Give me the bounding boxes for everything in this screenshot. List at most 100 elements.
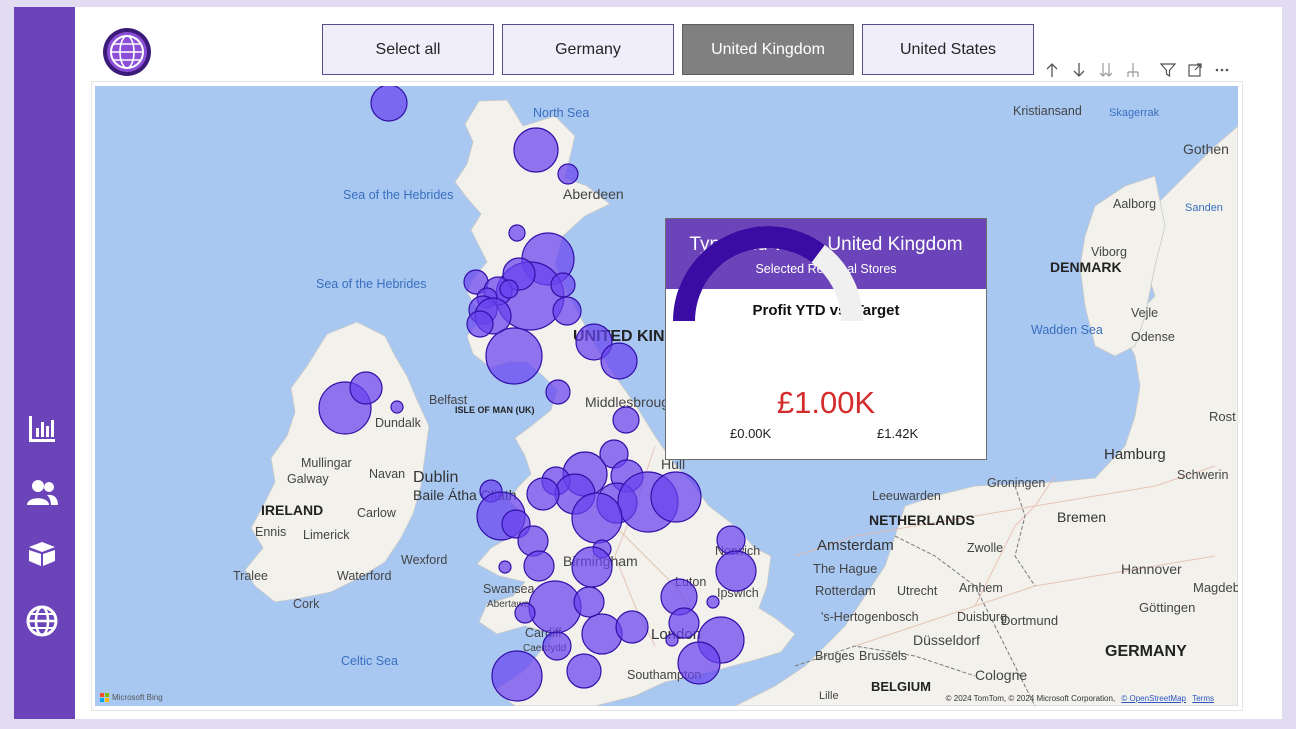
store-bubble[interactable] bbox=[390, 400, 404, 414]
store-bubble[interactable] bbox=[716, 525, 746, 555]
label-kristiansand: Kristiansand bbox=[1013, 104, 1082, 118]
store-bubble[interactable] bbox=[514, 602, 536, 624]
label-ireland: IRELAND bbox=[261, 502, 323, 518]
gauge-fill bbox=[673, 226, 825, 321]
label-dublin: Dublin bbox=[413, 469, 458, 486]
store-bubble[interactable] bbox=[571, 492, 623, 544]
expand-hierarchy-icon[interactable] bbox=[1124, 61, 1142, 79]
label-dusseldorf: Düsseldorf bbox=[913, 632, 980, 648]
label-ennis: Ennis bbox=[255, 525, 286, 539]
store-bubble[interactable] bbox=[545, 379, 571, 405]
store-bubble[interactable] bbox=[552, 296, 582, 326]
store-bubble[interactable] bbox=[349, 371, 383, 405]
bar-chart-icon[interactable] bbox=[25, 412, 59, 446]
map-canvas[interactable]: North Sea Sea of the Hebrides Sea of the… bbox=[95, 86, 1238, 706]
store-bubble[interactable] bbox=[498, 560, 512, 574]
store-bubble[interactable] bbox=[523, 550, 555, 582]
globe-icon[interactable] bbox=[25, 604, 59, 638]
terms-link[interactable]: Terms bbox=[1192, 694, 1214, 703]
store-bubble[interactable] bbox=[706, 595, 720, 609]
label-belfast: Belfast bbox=[429, 393, 468, 407]
label-rotterdam: Rotterdam bbox=[815, 583, 876, 598]
label-sea-hebrides-1: Sea of the Hebrides bbox=[343, 188, 454, 202]
store-bubble[interactable] bbox=[557, 163, 579, 185]
store-bubble[interactable] bbox=[508, 224, 526, 242]
slicer-germany[interactable]: Germany bbox=[502, 24, 674, 75]
label-swansea: Swansea bbox=[483, 582, 534, 596]
osm-link[interactable]: © OpenStreetMap bbox=[1121, 694, 1186, 703]
store-bubble[interactable] bbox=[612, 406, 640, 434]
focus-mode-icon[interactable] bbox=[1186, 61, 1204, 79]
store-bubble[interactable] bbox=[575, 323, 613, 361]
label-groningen: Groningen bbox=[987, 476, 1045, 490]
label-belgium: BELGIUM bbox=[871, 679, 931, 694]
store-bubble[interactable] bbox=[615, 610, 649, 644]
profit-gauge bbox=[673, 226, 863, 321]
map-svg: North Sea Sea of the Hebrides Sea of the… bbox=[233, 86, 1238, 706]
continent-land bbox=[734, 125, 1238, 706]
store-bubble[interactable] bbox=[650, 471, 702, 523]
filter-icon[interactable] bbox=[1159, 61, 1177, 79]
nav-sidebar bbox=[14, 7, 75, 719]
store-bubble[interactable] bbox=[566, 653, 602, 689]
report-canvas: Select all Germany United Kingdom United… bbox=[75, 7, 1282, 719]
store-bubble[interactable] bbox=[668, 607, 700, 639]
store-bubble[interactable] bbox=[665, 633, 679, 647]
label-schwerin: Schwerin bbox=[1177, 468, 1228, 482]
store-bubble[interactable] bbox=[573, 586, 605, 618]
visual-header-toolbar bbox=[1043, 59, 1240, 81]
gauge-value: £1.00K bbox=[776, 385, 876, 420]
label-wexford: Wexford bbox=[401, 553, 447, 567]
store-bubble[interactable] bbox=[513, 127, 559, 173]
store-bubble[interactable] bbox=[715, 550, 757, 592]
slicer-select-all[interactable]: Select all bbox=[322, 24, 494, 75]
label-waterford: Waterford bbox=[337, 569, 391, 583]
store-bubbles[interactable] bbox=[318, 86, 757, 702]
label-aberdeen: Aberdeen bbox=[563, 186, 624, 202]
label-mullingar: Mullingar bbox=[301, 456, 352, 470]
label-middlesbrough: Middlesbrough bbox=[585, 394, 677, 410]
arrow-down-icon[interactable] bbox=[1070, 61, 1088, 79]
store-bubble[interactable] bbox=[677, 641, 721, 685]
store-bubble[interactable] bbox=[491, 650, 543, 702]
label-denmark: DENMARK bbox=[1050, 259, 1122, 275]
store-bubble[interactable] bbox=[485, 327, 543, 385]
store-bubble[interactable] bbox=[370, 86, 408, 122]
store-bubble[interactable] bbox=[526, 477, 560, 511]
store-bubble[interactable] bbox=[542, 631, 572, 661]
label-hannover: Hannover bbox=[1121, 561, 1182, 577]
label-isle-of-man: ISLE OF MAN (UK) bbox=[455, 405, 535, 415]
double-arrow-down-icon[interactable] bbox=[1097, 61, 1115, 79]
store-bubble[interactable] bbox=[581, 613, 623, 655]
store-bubble[interactable] bbox=[528, 580, 582, 634]
label-hull: Hull bbox=[661, 456, 685, 472]
store-bubble[interactable] bbox=[550, 272, 576, 298]
store-bubble[interactable] bbox=[600, 342, 638, 380]
label-limerick: Limerick bbox=[303, 528, 350, 542]
store-bubble[interactable] bbox=[571, 546, 613, 588]
label-wadden-sea: Wadden Sea bbox=[1031, 323, 1103, 337]
slicer-united-states[interactable]: United States bbox=[862, 24, 1034, 75]
label-celtic-sea: Celtic Sea bbox=[341, 654, 398, 668]
microsoft-logo-icon bbox=[100, 693, 109, 702]
label-navan: Navan bbox=[369, 467, 405, 481]
label-gothenburg: Gothen bbox=[1183, 141, 1229, 157]
store-bubble[interactable] bbox=[466, 310, 494, 338]
label-cologne: Cologne bbox=[975, 667, 1027, 683]
label-hertogenbosch: 's-Hertogenbosch bbox=[821, 610, 919, 624]
label-sanden: Sanden bbox=[1185, 202, 1223, 214]
arrow-up-icon[interactable] bbox=[1043, 61, 1061, 79]
attribution-text: © 2024 TomTom, © 2024 Microsoft Corporat… bbox=[945, 694, 1116, 703]
more-options-icon[interactable] bbox=[1213, 61, 1231, 79]
store-bubble[interactable] bbox=[499, 279, 519, 299]
map-tooltip: Tyne and Wear, United Kingdom Selected R… bbox=[665, 218, 987, 460]
label-leeuwarden: Leeuwarden bbox=[872, 489, 941, 503]
gauge-max-label: £1.42K bbox=[877, 426, 919, 441]
label-lille: Lille bbox=[819, 690, 839, 702]
people-icon[interactable] bbox=[25, 476, 59, 510]
label-rostock: Rost bbox=[1209, 409, 1236, 424]
gauge-min-label: £0.00K bbox=[730, 426, 772, 441]
slicer-united-kingdom[interactable]: United Kingdom bbox=[682, 24, 854, 75]
box-icon[interactable] bbox=[25, 537, 59, 571]
denmark-land bbox=[1079, 175, 1166, 357]
